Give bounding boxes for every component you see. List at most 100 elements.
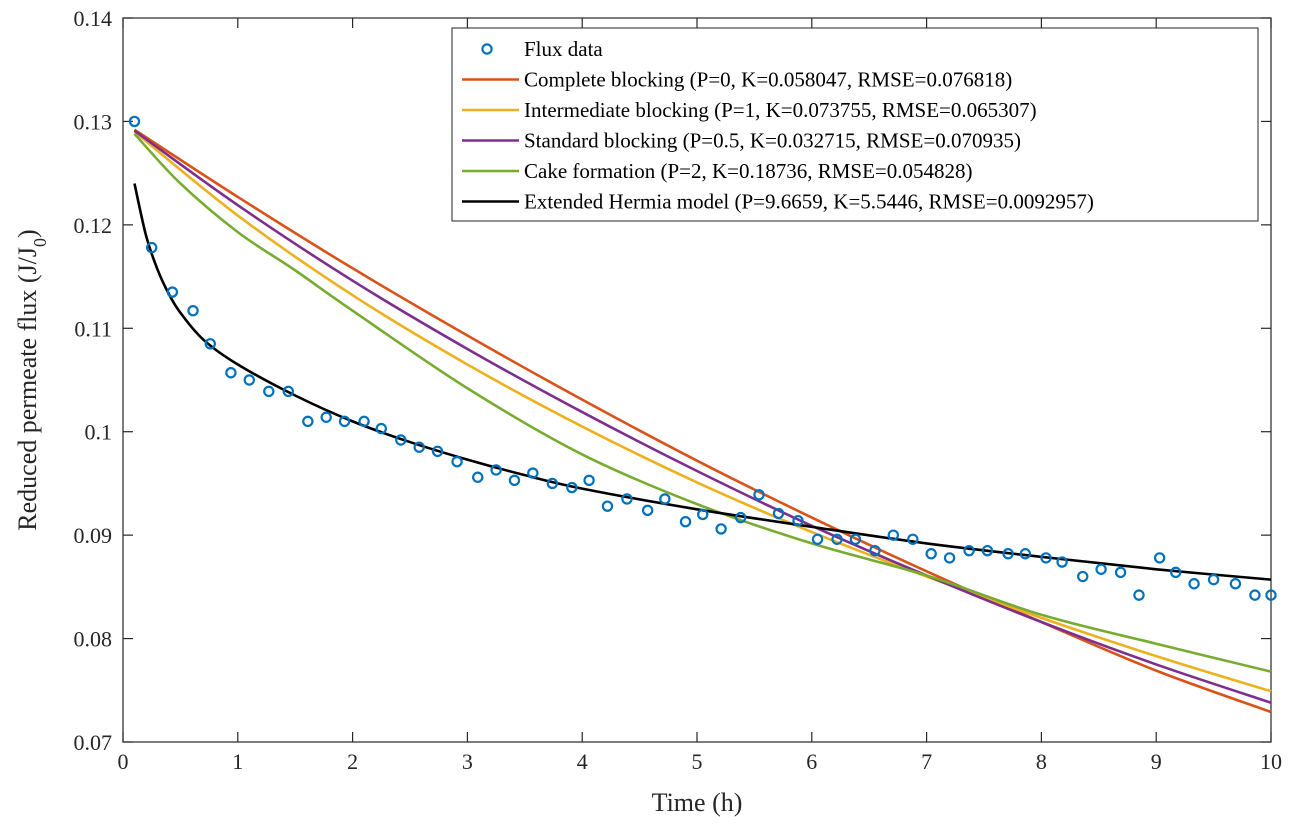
flux-data-point — [943, 552, 956, 564]
x-tick-label: 5 — [692, 749, 703, 774]
ticks-layer: 0 1 2 3 4 5 6 7 8 9 10 0.07 0.08 0.09 0.1 0.11 0.12 0.13 0… — [74, 6, 1283, 774]
legend-label-2: Intermediate blocking (P=1, K=0.073755, … — [524, 98, 1037, 122]
x-tick-label: 1 — [232, 749, 243, 774]
flux-data-point — [753, 489, 765, 501]
y-axis-title-end: ) — [13, 229, 42, 238]
flux-data-point — [145, 241, 158, 254]
flux-data-point — [1170, 566, 1182, 579]
flux-data-point — [1019, 548, 1032, 560]
legend-label-3: Standard blocking (P=0.5, K=0.032715, RM… — [524, 129, 1021, 153]
flux-data-point — [1077, 570, 1089, 583]
flux-data-point — [1229, 578, 1242, 590]
flux-data-point — [263, 385, 275, 398]
legend-box — [451, 27, 1259, 222]
flux-data-point — [1153, 552, 1166, 564]
flux-data-point — [601, 500, 614, 512]
y-axis-title-subscript: 0 — [30, 238, 50, 247]
series-layer — [133, 128, 1272, 714]
y-axis-title-main: Reduced permeate flux (J/J — [13, 247, 42, 531]
y-tick-label: 0.09 — [74, 523, 113, 548]
flux-data-point — [338, 415, 351, 428]
flux-data-point — [1265, 589, 1277, 601]
flux-data-point — [187, 305, 199, 317]
y-tick-label: 0.1 — [85, 420, 113, 445]
legend: Flux data Complete blocking (P=0, K=0.058… — [451, 27, 1259, 222]
flux-data-point — [204, 338, 216, 350]
x-axis-title: Time (h) — [652, 788, 743, 817]
series-line-0 — [133, 128, 1272, 714]
flux-data-point — [358, 415, 370, 428]
x-tick-label: 6 — [806, 749, 817, 774]
legend-label-0: Flux data — [524, 37, 603, 61]
flux-data-point — [925, 548, 937, 560]
flux-data-point — [302, 415, 314, 428]
flux-data-point — [583, 474, 595, 487]
flux-data-point — [320, 411, 332, 423]
flux-data-point — [641, 504, 654, 517]
flux-data-point — [1207, 573, 1220, 586]
y-tick-label: 0.11 — [74, 316, 112, 341]
flux-data-point — [811, 533, 824, 545]
flux-data-point — [128, 115, 141, 128]
y-tick-label: 0.14 — [74, 6, 113, 31]
flux-data-point — [659, 493, 671, 505]
flux-data-point — [1114, 566, 1127, 579]
flux-data-point — [679, 515, 692, 528]
legend-marker-flux-data — [481, 43, 493, 55]
x-tick-label: 10 — [1260, 749, 1282, 774]
series-line-4 — [133, 183, 1272, 581]
flux-data-point — [527, 467, 539, 479]
flux-data-point — [1056, 556, 1068, 568]
flux-data-point — [413, 441, 425, 453]
flux-data-point — [1040, 552, 1052, 564]
y-tick-label: 0.08 — [74, 627, 113, 652]
flux-data-point — [715, 523, 727, 535]
x-tick-label: 2 — [347, 749, 358, 774]
flux-data-point — [1095, 563, 1107, 575]
x-tick-label: 4 — [577, 749, 588, 774]
flux-data-point — [282, 385, 295, 398]
flux-data-point — [734, 511, 747, 524]
legend-label-4: Cake formation (P=2, K=0.18736, RMSE=0.0… — [524, 159, 973, 183]
y-tick-label: 0.12 — [74, 213, 113, 238]
flux-data-point — [546, 477, 559, 490]
flux-data-point — [849, 533, 862, 545]
flux-data-point — [472, 471, 484, 483]
flux-data-point — [697, 508, 709, 521]
flux-data-point — [963, 544, 975, 557]
x-tick-label: 3 — [462, 749, 473, 774]
flux-data-point — [831, 533, 843, 545]
flux-data-point — [375, 422, 387, 435]
y-tick-label: 0.07 — [74, 730, 113, 755]
flux-data-point — [887, 529, 900, 541]
y-tick-label: 0.13 — [74, 109, 113, 134]
x-tick-label: 9 — [1151, 749, 1162, 774]
flux-data-point — [566, 481, 578, 494]
flux-data-point — [451, 456, 463, 468]
flux-data-point — [243, 374, 255, 386]
scatter-layer — [128, 115, 1277, 601]
x-tick-label: 7 — [921, 749, 932, 774]
flux-data-point — [225, 367, 237, 379]
flux-data-point — [431, 445, 444, 458]
series-line-1 — [133, 130, 1272, 693]
flux-data-point — [508, 474, 521, 487]
flux-data-point — [907, 533, 919, 545]
flux-data-point — [981, 544, 994, 557]
series-line-3 — [133, 132, 1272, 673]
flux-data-point — [621, 493, 633, 505]
legend-label-1: Complete blocking (P=0, K=0.058047, RMSE… — [524, 68, 1012, 92]
y-axis-title: Reduced permeate flux (J/J0) — [13, 229, 50, 530]
flux-data-point — [1002, 548, 1014, 560]
flux-data-point — [1249, 589, 1261, 601]
flux-data-point — [1188, 578, 1200, 590]
x-tick-label: 8 — [1036, 749, 1047, 774]
flux-data-point — [1133, 589, 1145, 601]
flux-data-point — [772, 507, 785, 520]
flux-data-point — [490, 464, 502, 476]
flux-data-point — [869, 544, 881, 557]
series-line-2 — [133, 129, 1272, 704]
flux-data-point — [166, 286, 179, 298]
